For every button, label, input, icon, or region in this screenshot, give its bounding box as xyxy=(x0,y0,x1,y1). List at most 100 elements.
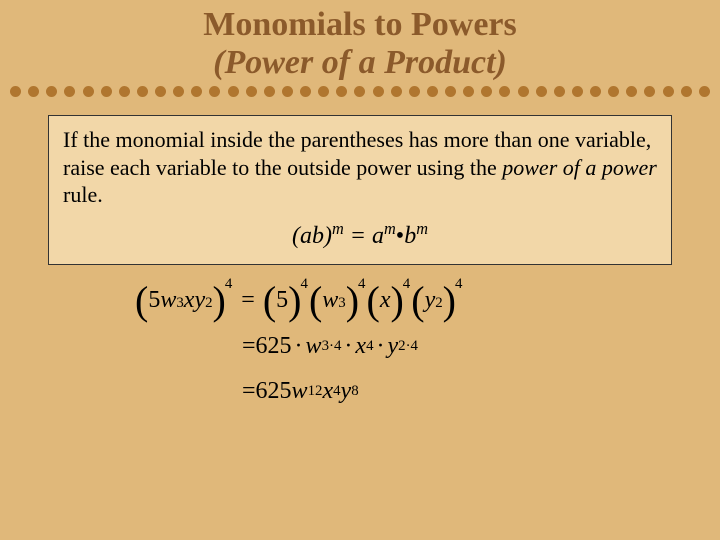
l2-y-exp: 2·4 xyxy=(398,338,418,355)
l2-lead: = xyxy=(242,333,256,360)
l1-y-exp: 2 xyxy=(205,295,212,312)
formula-a-base: a xyxy=(372,223,384,249)
eq-sign: = xyxy=(233,287,263,314)
l2-w-exp: 3·4 xyxy=(322,338,342,355)
worked-example: ( 5 w3 x y2 ) 4 = ( 5 ) 4 ( w3 ) 4 ( x ) xyxy=(0,287,720,405)
divider-dot xyxy=(499,86,510,97)
divider-dot xyxy=(83,86,94,97)
rule-text-after: rule. xyxy=(63,182,103,207)
divider-dot xyxy=(137,86,148,97)
divider-dot xyxy=(644,86,655,97)
l3-lead: = xyxy=(242,378,256,405)
l1-w-exp: 3 xyxy=(176,295,183,312)
l1-rhs-g1: ( w3 ) 4 xyxy=(309,287,367,315)
l1-g3-iexp: 2 xyxy=(435,295,442,312)
divider-dot xyxy=(300,86,311,97)
l1-rhs-g2: ( x ) 4 xyxy=(366,287,411,315)
divider-dot xyxy=(209,86,220,97)
l3-y: y xyxy=(341,378,352,405)
divider-dot xyxy=(590,86,601,97)
l1-g3-exp: 4 xyxy=(455,276,462,293)
l2-y: y xyxy=(388,333,399,360)
formula-bullet: • xyxy=(396,223,404,249)
l1-g1-exp: 4 xyxy=(358,276,365,293)
divider-dot xyxy=(155,86,166,97)
divider-dot xyxy=(10,86,21,97)
l3-w: w xyxy=(292,378,308,405)
title-line2: (Power of a Product) xyxy=(0,44,720,82)
l3-x: x xyxy=(322,378,333,405)
l3-coef: 625 xyxy=(256,378,292,405)
formula-b-exp: m xyxy=(416,219,428,238)
divider-dot xyxy=(228,86,239,97)
divider-dot xyxy=(391,86,402,97)
rparen-icon: ) xyxy=(443,287,456,315)
l1-outer-exp: 4 xyxy=(225,276,232,293)
formula-lhs-base: (ab) xyxy=(292,223,332,249)
rparen-icon: ) xyxy=(390,287,403,315)
divider-dot xyxy=(246,86,257,97)
divider-dot xyxy=(336,86,347,97)
l2-x-exp: 4 xyxy=(366,338,373,355)
lparen-icon: ( xyxy=(366,287,379,315)
cdot-icon: · xyxy=(292,333,306,360)
divider-dot xyxy=(681,86,692,97)
divider-dot xyxy=(663,86,674,97)
cdot-icon: · xyxy=(374,333,388,360)
divider-dot xyxy=(445,86,456,97)
l1-g2-exp: 4 xyxy=(403,276,410,293)
l1-w: w xyxy=(160,287,176,314)
formula-lhs-exp: m xyxy=(332,219,344,238)
rule-italic-phrase: power of a power xyxy=(502,155,657,180)
divider-dot xyxy=(282,86,293,97)
l1-coef: 5 xyxy=(148,287,160,314)
divider-dot xyxy=(64,86,75,97)
l1-x: x xyxy=(184,287,195,314)
lparen-icon: ( xyxy=(135,287,148,315)
divider-dot xyxy=(354,86,365,97)
l1-y: y xyxy=(194,287,205,314)
rparen-icon: ) xyxy=(346,287,359,315)
rule-text: If the monomial inside the parentheses h… xyxy=(63,126,657,209)
lparen-icon: ( xyxy=(309,287,322,315)
l1-g1-iexp: 3 xyxy=(338,295,345,312)
l1-g3-var: y xyxy=(425,287,436,314)
l3-x-exp: 4 xyxy=(333,383,340,400)
divider-dot xyxy=(481,86,492,97)
divider-dot xyxy=(626,86,637,97)
divider-dot xyxy=(264,86,275,97)
lparen-icon: ( xyxy=(263,287,276,315)
rule-formula: (ab)m = am•bm xyxy=(63,219,657,250)
divider-dot xyxy=(608,86,619,97)
cdot-icon: · xyxy=(341,333,355,360)
l1-g0-inner: 5 xyxy=(276,287,288,314)
divider-dot xyxy=(46,86,57,97)
divider-dot xyxy=(463,86,474,97)
title-block: Monomials to Powers (Power of a Product) xyxy=(0,0,720,82)
formula-eq: = xyxy=(344,223,372,249)
worked-line1: ( 5 w3 x y2 ) 4 = ( 5 ) 4 ( w3 ) 4 ( x ) xyxy=(135,287,720,315)
l2-x: x xyxy=(355,333,366,360)
l3-w-exp: 12 xyxy=(308,383,323,400)
divider-dot xyxy=(572,86,583,97)
divider-dot xyxy=(518,86,529,97)
l1-g2-var: x xyxy=(380,287,391,314)
formula-b-base: b xyxy=(404,223,416,249)
l3-y-exp: 8 xyxy=(351,383,358,400)
divider-dot xyxy=(409,86,420,97)
rparen-icon: ) xyxy=(213,287,226,315)
l1-g1-var: w xyxy=(322,287,338,314)
divider-dots xyxy=(0,86,720,97)
divider-dot xyxy=(699,86,710,97)
divider-dot xyxy=(554,86,565,97)
divider-dot xyxy=(119,86,130,97)
l1-rhs-g0: ( 5 ) 4 xyxy=(263,287,309,315)
divider-dot xyxy=(427,86,438,97)
l1-rhs-g3: ( y2 ) 4 xyxy=(411,287,463,315)
rparen-icon: ) xyxy=(288,287,301,315)
worked-line2: = 625 · w3·4 · x4 · y2·4 xyxy=(135,333,720,360)
rule-box: If the monomial inside the parentheses h… xyxy=(48,115,672,265)
title-line1: Monomials to Powers xyxy=(0,6,720,44)
line1-lhs-group: ( 5 w3 x y2 ) 4 xyxy=(135,287,233,315)
divider-dot xyxy=(28,86,39,97)
